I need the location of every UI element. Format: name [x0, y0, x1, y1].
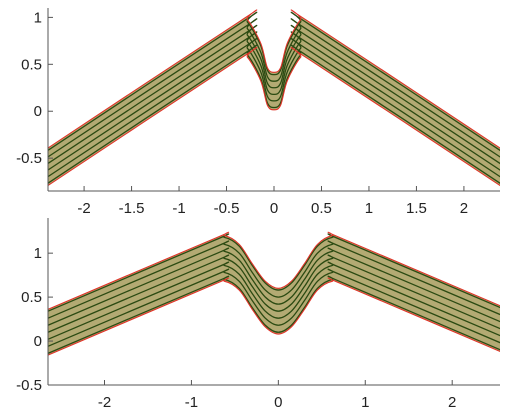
series-line-6	[48, 240, 500, 319]
y-tick-label: -0.5	[16, 377, 42, 394]
x-tick-label: -0.5	[214, 200, 240, 217]
band-edge-lower	[48, 46, 500, 187]
y-tick-label: 1	[34, 245, 42, 262]
x-tick-label: 0.5	[311, 200, 332, 217]
band-edge-lower	[48, 277, 500, 356]
y-tick-label: 1	[34, 9, 42, 26]
x-tick-label: -1	[185, 394, 198, 411]
series-line-7	[48, 233, 500, 312]
series-line-2	[48, 268, 500, 347]
series-line-1	[48, 275, 500, 354]
series-line-5	[48, 247, 500, 326]
series-line-3	[48, 31, 500, 171]
band-edge-upper	[48, 9, 500, 149]
series-line-4	[48, 24, 500, 165]
x-tick-label: 2	[460, 200, 468, 217]
series-line-5	[48, 18, 500, 158]
y-tick-label: 0	[34, 333, 42, 350]
plot-area	[48, 9, 500, 187]
band-fill	[48, 232, 500, 356]
band-edge-upper	[48, 231, 500, 310]
y-tick-label: 0.5	[21, 56, 42, 73]
x-tick-label: -1	[172, 200, 185, 217]
x-tick-label: -2	[77, 200, 90, 217]
x-tick-label: 1.5	[406, 200, 427, 217]
series-line-1	[48, 44, 500, 184]
series-line-2	[48, 37, 500, 178]
chart-top: -2 -1.5 -1 -0.5 0 0.5 1 1.5 2 -0.5 0 0.5 1	[16, 8, 500, 217]
x-tick-label: 0	[274, 394, 282, 411]
band-fill	[48, 9, 500, 186]
x-tick-label: 0	[270, 200, 278, 217]
x-tick-label: 2	[448, 394, 456, 411]
plot-area	[48, 231, 500, 356]
y-tick-label: 0.5	[21, 289, 42, 306]
x-tick-label: -1.5	[119, 200, 145, 217]
series-line-3	[48, 261, 500, 340]
x-tick-label: 1	[361, 394, 369, 411]
x-tick-label: 1	[365, 200, 373, 217]
y-tick-label: 0	[34, 103, 42, 120]
series-line-4	[48, 254, 500, 333]
x-tick-label: -2	[98, 394, 111, 411]
y-tick-label: -0.5	[16, 150, 42, 167]
chart-bottom: -2 -1 0 1 2 -0.5 0 0.5 1	[16, 218, 500, 411]
